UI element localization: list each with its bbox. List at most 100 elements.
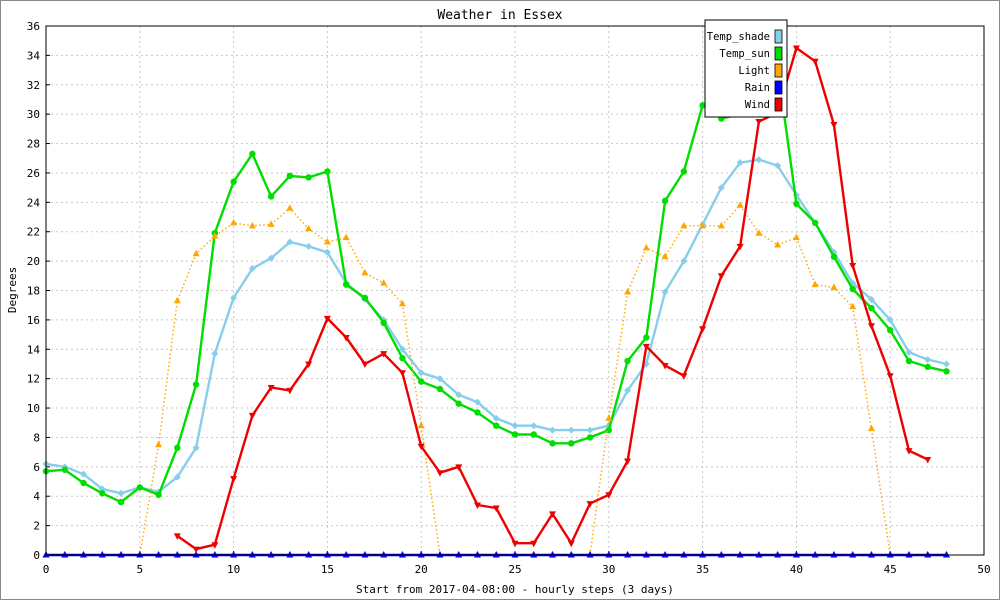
y-tick-label: 8 [33,431,40,444]
data-point-temp-shade [455,391,463,399]
data-point-wind [211,542,219,549]
data-point-rain [342,551,350,558]
data-point-temp-shade [942,360,950,368]
data-point-temp-shade [680,257,688,265]
legend-label-light: Light [738,65,770,77]
data-point-temp-sun [342,281,350,288]
data-point-rain [774,551,782,558]
data-point-rain [642,551,650,558]
data-point-light [717,221,725,229]
data-point-light [661,252,669,260]
data-point-wind [267,384,275,392]
data-point-light [811,280,819,288]
data-point-light [736,201,744,208]
x-tick-label: 50 [977,563,990,576]
data-point-rain [942,551,950,558]
x-tick-label: 35 [696,563,709,576]
data-point-temp-shade [661,288,669,296]
data-point-temp-sun [267,193,275,200]
legend: Temp_shade Temp_sun Light Rain Wind [704,19,788,118]
data-point-rain [530,551,538,558]
data-point-light [699,221,707,229]
y-tick-label: 30 [27,108,40,121]
data-point-wind [492,505,500,512]
data-point-temp-shade [473,398,481,406]
data-point-rain [661,551,669,558]
data-point-temp-shade [286,238,294,246]
data-point-temp-shade [211,350,219,358]
y-tick-label: 20 [27,255,40,268]
data-point-wind [305,361,313,368]
series-line-temp-sun [45,65,947,504]
y-tick-label: 10 [27,402,40,415]
data-point-rain [398,551,406,558]
data-point-light [417,421,425,429]
y-tick-label: 32 [27,79,40,92]
data-point-light [680,221,688,229]
y-tick-label: 22 [27,226,40,239]
y-tick-label: 24 [27,196,41,209]
data-point-rain [267,551,275,558]
data-point-temp-shade [267,254,275,262]
data-point-temp-sun [624,357,631,365]
data-point-temp-sun [493,422,500,429]
data-point-temp-sun [643,334,650,341]
data-point-temp-sun [868,304,875,312]
data-point-temp-sun [887,326,894,334]
data-point-rain [792,551,800,558]
data-point-rain [699,551,707,558]
data-point-wind [511,540,519,548]
data-point-temp-shade [173,473,181,481]
data-point-temp-shade [192,444,200,452]
legend-swatch-temp-sun [774,46,783,61]
data-point-temp-sun [399,354,406,362]
data-point-temp-sun [549,440,556,447]
series-line-wind [176,46,929,551]
data-point-wind [417,443,425,451]
data-point-temp-shade [736,159,744,167]
data-point-light [849,302,857,310]
data-point-rain [717,551,725,558]
data-point-light [267,220,275,227]
data-point-rain [323,551,331,558]
data-point-rain [605,551,613,558]
x-tick-label: 25 [508,563,521,576]
data-point-temp-sun [680,168,688,175]
series-line-temp-shade [45,158,947,495]
data-point-temp-sun [849,285,856,293]
data-point-wind [455,464,463,471]
data-point-wind [717,273,725,280]
data-point-temp-sun [155,491,162,498]
data-point-temp-sun [192,381,200,388]
data-point-temp-sun [61,466,68,473]
data-point-wind [230,476,238,483]
legend-swatch-light [774,63,783,78]
data-point-rain [905,551,913,558]
y-tick-label: 26 [27,167,40,180]
data-point-wind [436,470,444,477]
y-tick-label: 16 [27,314,40,327]
data-point-rain [455,551,463,558]
data-point-light [248,221,256,229]
data-point-temp-shade [774,162,782,170]
data-point-temp-shade [417,369,425,377]
y-tick-label: 4 [33,490,40,503]
data-point-rain [811,551,819,558]
data-point-rain [567,551,575,558]
data-point-temp-sun [286,172,294,180]
data-point-temp-sun [699,102,706,109]
data-point-light [211,232,219,239]
data-point-temp-sun [605,426,612,434]
data-point-temp-sun [99,490,106,497]
data-point-wind [736,243,744,251]
data-point-rain [230,551,238,558]
data-point-temp-shade [305,242,313,250]
data-point-wind [624,458,632,465]
data-point-wind [567,540,575,548]
data-point-temp-sun [436,385,444,393]
data-point-rain [473,551,481,558]
data-point-temp-sun [793,200,800,208]
y-tick-label: 28 [27,138,40,151]
data-point-temp-shade [530,422,538,430]
data-point-temp-sun [136,484,143,491]
